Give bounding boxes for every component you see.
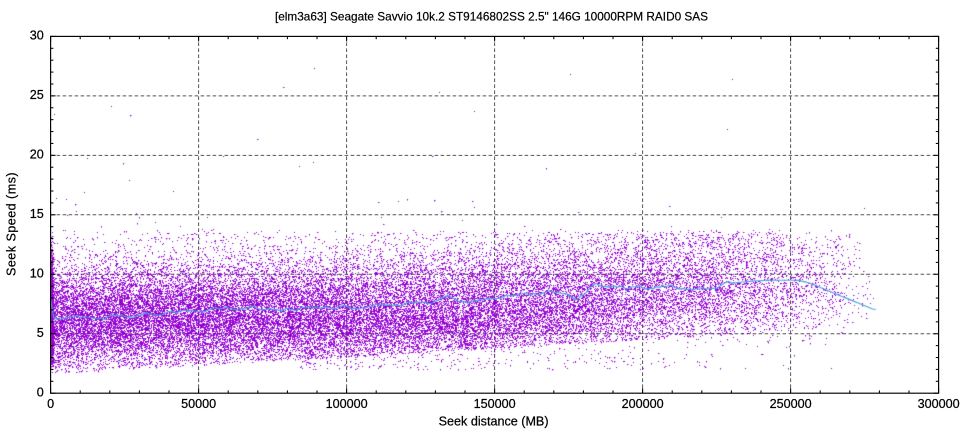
- svg-text:50000: 50000: [181, 397, 216, 411]
- svg-text:25: 25: [30, 88, 44, 102]
- svg-text:15: 15: [30, 207, 44, 221]
- svg-text:250000: 250000: [770, 397, 812, 411]
- svg-text:5: 5: [37, 326, 44, 340]
- svg-text:300000: 300000: [918, 397, 960, 411]
- svg-text:150000: 150000: [474, 397, 516, 411]
- svg-text:200000: 200000: [622, 397, 664, 411]
- svg-text:Seek distance (MB): Seek distance (MB): [439, 415, 549, 429]
- svg-text:0: 0: [47, 397, 54, 411]
- svg-text:100000: 100000: [326, 397, 368, 411]
- svg-text:20: 20: [30, 148, 44, 162]
- svg-text:0: 0: [37, 385, 44, 399]
- svg-text:10: 10: [30, 266, 44, 280]
- svg-text:[elm3a63] Seagate Savvio 10k.2: [elm3a63] Seagate Savvio 10k.2 ST9146802…: [275, 10, 708, 24]
- svg-text:Seek Speed (ms): Seek Speed (ms): [4, 172, 18, 276]
- svg-text:30: 30: [30, 29, 44, 43]
